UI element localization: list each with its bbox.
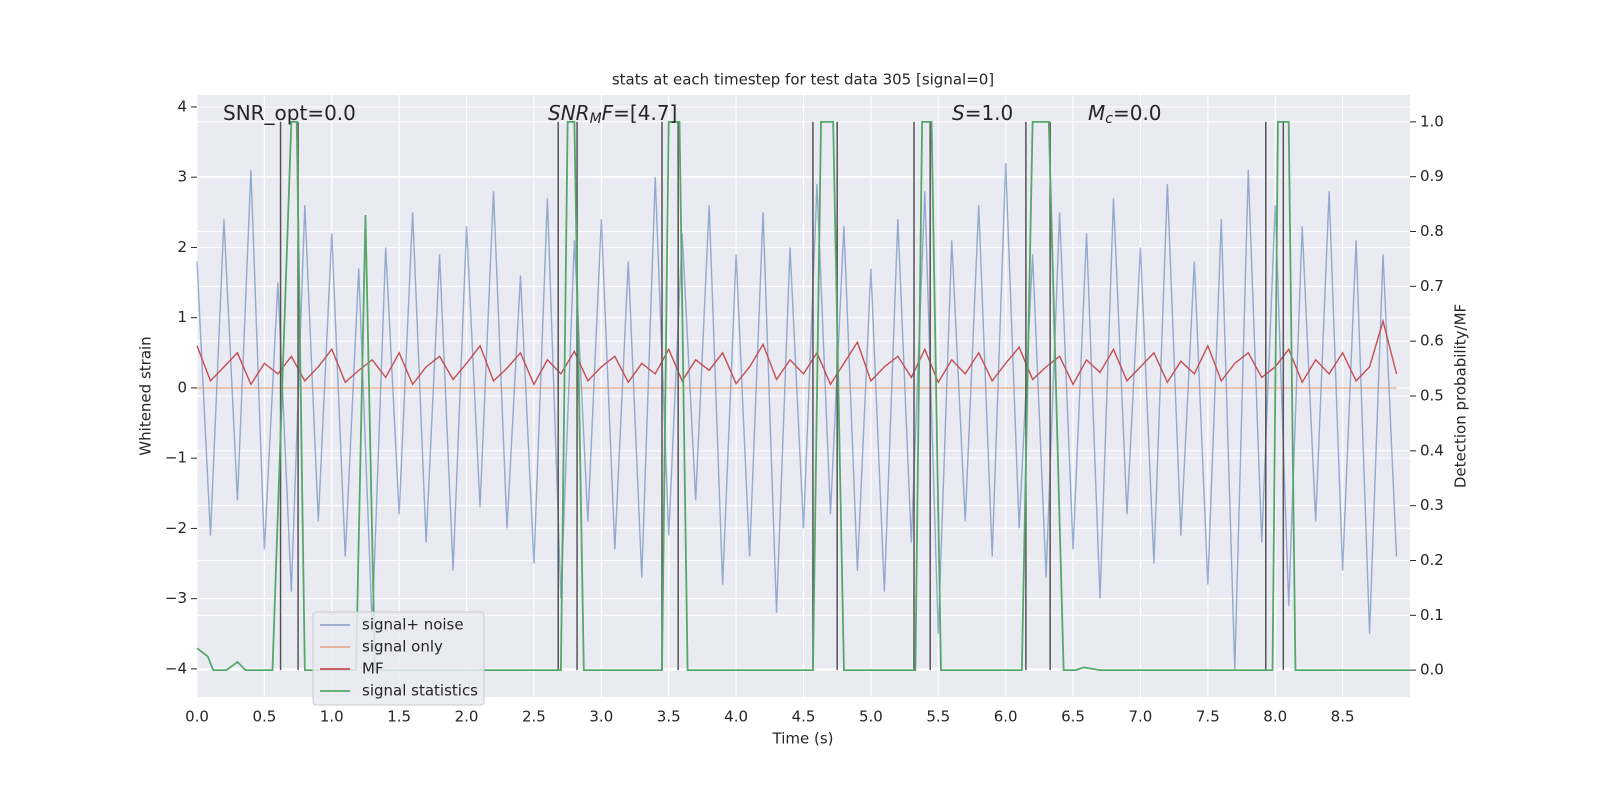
series-line	[196, 120, 1410, 672]
legend-label: MF	[362, 660, 384, 678]
legend-label: signal only	[362, 638, 443, 656]
x-tick-label: 6.5	[1061, 708, 1085, 726]
x-tick-label: 7.0	[1129, 708, 1153, 726]
y-tick-label: 1	[177, 308, 187, 326]
annotation-part: =0.0	[1113, 101, 1162, 125]
annotation: SNR_opt=0.0	[223, 101, 356, 125]
chart-title: stats at each timestep for test data 305…	[612, 71, 994, 89]
annotation-part: =[4.7]	[613, 101, 677, 125]
annotation-part: SNR_opt=0.0	[223, 101, 356, 125]
series-line	[196, 318, 1398, 387]
y2-axis-label: Detection probability/MF	[1452, 304, 1470, 488]
y2-tick-label: 0.9	[1420, 167, 1444, 185]
x-tick-label: 1.0	[320, 708, 344, 726]
y2-tick-label: 0.4	[1420, 441, 1444, 459]
y2-tick-label: 0.0	[1420, 661, 1444, 679]
annotation-part: SNR	[548, 101, 590, 125]
y-tick-label: −3	[165, 589, 187, 607]
y2-tick-label: 0.1	[1420, 606, 1444, 624]
x-tick-label: 0.0	[185, 708, 209, 726]
y2-tick-label: 0.8	[1420, 222, 1444, 240]
y-tick-label: 4	[177, 97, 187, 115]
y-tick-label: 0	[177, 378, 187, 396]
annotation-part: M	[1088, 101, 1105, 125]
x-tick-label: 3.0	[589, 708, 613, 726]
x-tick-label: 2.0	[455, 708, 479, 726]
legend-label: signal+ noise	[362, 616, 464, 634]
y-axis-label: Whitened strain	[137, 336, 155, 455]
x-tick-label: 0.5	[252, 708, 276, 726]
x-axis-label: Time (s)	[772, 730, 834, 748]
y-tick-label: −1	[165, 449, 187, 467]
x-tick-label: 6.0	[994, 708, 1018, 726]
y2-tick-label: 1.0	[1420, 112, 1444, 130]
annotation: SNRMF=[4.7]	[548, 101, 677, 128]
x-tick-label: 5.5	[926, 708, 950, 726]
y2-tick-label: 0.2	[1420, 551, 1444, 569]
y-tick-label: 2	[177, 238, 187, 256]
annotation-part: =1.0	[965, 101, 1014, 125]
y-tick-label: −2	[165, 519, 187, 537]
y-tick-label: 3	[177, 168, 187, 186]
x-tick-label: 3.5	[657, 708, 681, 726]
x-tick-label: 8.5	[1331, 708, 1355, 726]
annotation-part: F	[602, 101, 614, 125]
annotation: Mc=0.0	[1088, 101, 1162, 128]
x-tick-label: 5.0	[859, 708, 883, 726]
y2-tick-label: 0.7	[1420, 277, 1444, 295]
legend-label: signal statistics	[362, 682, 478, 700]
x-tick-label: 7.5	[1196, 708, 1220, 726]
legend-box	[312, 611, 485, 706]
x-tick-label: 8.0	[1263, 708, 1287, 726]
x-tick-label: 2.5	[522, 708, 546, 726]
x-tick-label: 4.0	[724, 708, 748, 726]
y2-tick-label: 0.6	[1420, 332, 1444, 350]
annotation: S=1.0	[952, 101, 1013, 125]
x-tick-label: 1.5	[387, 708, 411, 726]
annotation-part: c	[1105, 111, 1113, 127]
y2-tick-label: 0.5	[1420, 387, 1444, 405]
y2-tick-label: 0.3	[1420, 496, 1444, 514]
x-tick-label: 4.5	[792, 708, 816, 726]
y-tick-label: −4	[165, 659, 187, 677]
annotation-part: S	[952, 101, 965, 125]
annotation-part: M	[590, 111, 602, 127]
